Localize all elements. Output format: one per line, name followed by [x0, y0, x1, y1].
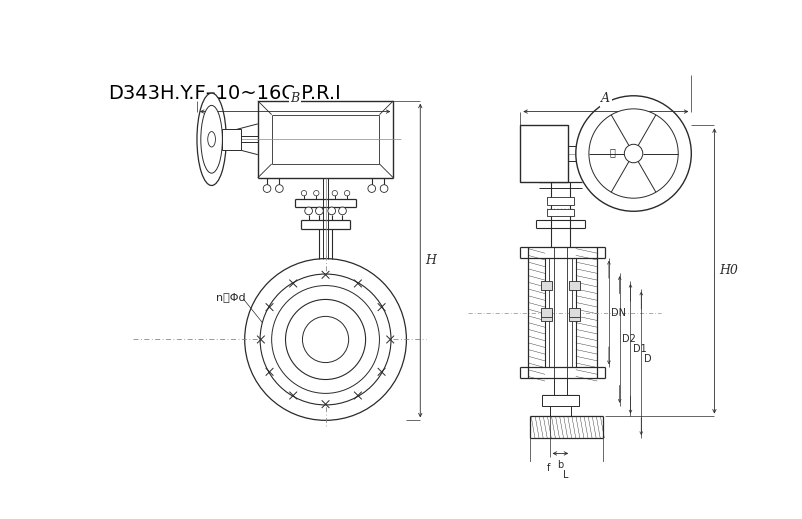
Bar [542, 395, 579, 406]
Circle shape [589, 109, 678, 198]
Circle shape [624, 144, 642, 163]
Bar [541, 308, 552, 317]
Circle shape [302, 190, 306, 196]
Text: D2: D2 [622, 334, 636, 345]
Bar [569, 281, 580, 290]
Circle shape [368, 185, 375, 193]
Text: L: L [564, 470, 569, 481]
Text: D: D [643, 354, 651, 364]
Text: D343H.Y.F–10~16C.P.R.I: D343H.Y.F–10~16C.P.R.I [108, 84, 341, 103]
Bar [222, 129, 241, 150]
Circle shape [338, 207, 346, 215]
Text: H: H [425, 254, 435, 267]
Ellipse shape [245, 258, 407, 420]
Circle shape [305, 207, 313, 215]
Bar [569, 308, 580, 317]
Circle shape [263, 185, 271, 193]
Ellipse shape [302, 317, 349, 363]
Ellipse shape [260, 274, 391, 405]
Ellipse shape [286, 299, 366, 379]
Circle shape [344, 190, 350, 196]
Text: A: A [602, 92, 610, 105]
Text: D1: D1 [633, 344, 646, 354]
Ellipse shape [272, 285, 379, 393]
Text: 关: 关 [609, 147, 615, 157]
Circle shape [315, 207, 323, 215]
Circle shape [314, 190, 319, 196]
Ellipse shape [197, 93, 226, 185]
Ellipse shape [200, 105, 222, 173]
Text: B: B [290, 92, 300, 105]
Bar [546, 197, 574, 204]
Text: b: b [557, 460, 564, 470]
Bar [541, 312, 552, 321]
Circle shape [276, 185, 283, 193]
Bar [520, 126, 568, 182]
Ellipse shape [208, 132, 216, 147]
Text: H0: H0 [719, 265, 738, 278]
Circle shape [380, 185, 388, 193]
Text: DN: DN [611, 308, 626, 318]
Bar [569, 312, 580, 321]
Bar [541, 281, 552, 290]
Bar [546, 209, 574, 216]
Text: n－Φd: n－Φd [217, 292, 246, 302]
Circle shape [576, 96, 691, 211]
Text: f: f [546, 462, 550, 473]
Circle shape [332, 190, 338, 196]
Circle shape [328, 207, 335, 215]
